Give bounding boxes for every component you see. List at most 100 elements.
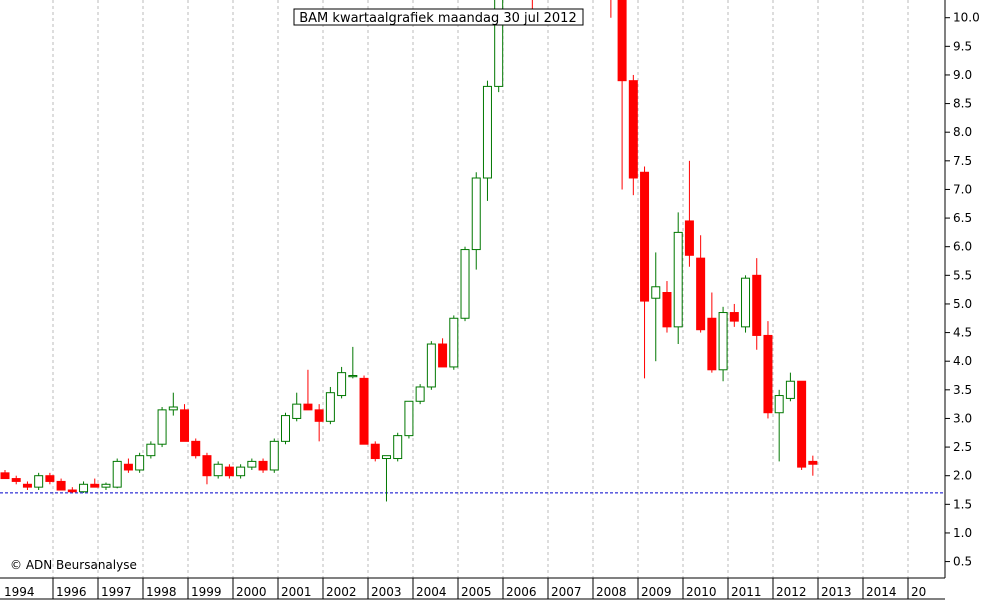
candle [123,458,133,473]
candle [797,380,807,470]
candle-body-up [381,455,391,460]
y-tick-label: 9.0 [953,68,972,82]
candle [393,432,403,462]
candle [415,384,425,405]
x-tick-label: 2004 [416,585,447,599]
x-tick-label: 2013 [821,585,852,599]
candle-body-up [236,466,246,477]
candle [224,464,234,479]
candle-body-down [696,257,706,331]
candle [112,458,122,489]
x-tick-label: 2014 [866,585,897,599]
copyright-label: © ADN Beursanalyse [10,558,137,572]
y-tick-label: 8.0 [953,125,972,139]
candle [381,455,391,502]
x-tick-label: 1998 [146,585,177,599]
candle [640,166,650,379]
candle-body-down [808,460,818,465]
candle-body-up [415,386,425,402]
x-tick-label: 2009 [641,585,672,599]
y-tick-label: 2.5 [953,440,972,454]
candle [67,487,77,493]
candle [101,482,111,491]
candle [325,386,335,425]
candle [168,392,178,416]
candle-body-up [741,277,751,328]
candle-body-down [628,80,638,179]
y-tick-label: 9.5 [953,39,972,53]
candle-body-up [774,395,784,414]
candle [236,464,246,479]
candle [707,292,717,373]
candle-body-up [651,286,661,299]
axis-layer [0,0,946,600]
candle-body-up [449,317,459,368]
x-tick-label: 1997 [101,585,132,599]
candle [337,366,347,399]
candle-body-down [45,475,55,482]
x-tick-label: 1994 [4,585,35,599]
y-tick-label: 5.0 [953,297,972,311]
candle [718,306,728,382]
candle-body-down [359,377,369,445]
candle [628,74,638,196]
y-tick-label: 10.0 [953,11,980,25]
x-tick-label: 2000 [236,585,267,599]
y-tick-label: 4.0 [953,354,972,368]
candle-body-down [224,466,234,477]
candle [370,441,380,462]
candle-body-down [617,0,627,82]
candle [460,246,470,322]
candle-body-up [337,372,347,397]
candle [79,481,89,493]
y-tick-label: 1.5 [953,497,972,511]
candle [449,315,459,370]
x-tick-label: 2010 [686,585,717,599]
candle [22,481,32,491]
y-tick-label: 4.5 [953,326,972,340]
candle-body-down [684,220,694,256]
x-tick-label: 2006 [506,585,537,599]
candle [34,472,44,491]
y-tick-label: 8.5 [953,97,972,111]
candle [157,407,167,448]
y-tick-label: 3.5 [953,383,972,397]
x-tick-label: 2002 [326,585,357,599]
candle-body-up [404,400,414,437]
candle-body-down [67,489,77,493]
candle [426,341,436,390]
candle-body-up [325,392,335,422]
candle-body-down [180,409,190,442]
y-tick-label: 5.5 [953,268,972,282]
candle-body-up [494,0,504,87]
candle [696,235,706,333]
candle-body-up [785,380,795,399]
candle [729,303,739,327]
candle [191,438,201,459]
candle-body-up [348,375,358,378]
candle-body-down [123,463,133,471]
candle-body-up [673,231,683,328]
y-tick-label: 1.0 [953,526,972,540]
candle-body-down [56,480,66,491]
candle [146,441,156,459]
y-tick-layer: 0.5 1.0 1.5 2.0 2.5 3.0 3.5 4.0 4.5 5.0 5.5 6.0 6.5 7… [945,11,980,569]
candle-body-down [303,403,313,411]
candle [202,452,212,485]
y-tick-label: 7.0 [953,182,972,196]
candle [808,455,818,476]
candle-body-down [797,380,807,468]
candle [348,346,358,379]
candle-body-up [157,409,167,445]
candle-body-up [135,455,145,471]
candle [11,475,21,485]
candle [471,172,481,270]
candle-body-up [426,343,436,388]
y-tick-label: 3.0 [953,411,972,425]
candle [258,458,268,473]
candle [90,478,100,488]
candle-body-up [718,312,728,371]
candle [651,252,661,362]
candle-body-down [202,455,212,477]
